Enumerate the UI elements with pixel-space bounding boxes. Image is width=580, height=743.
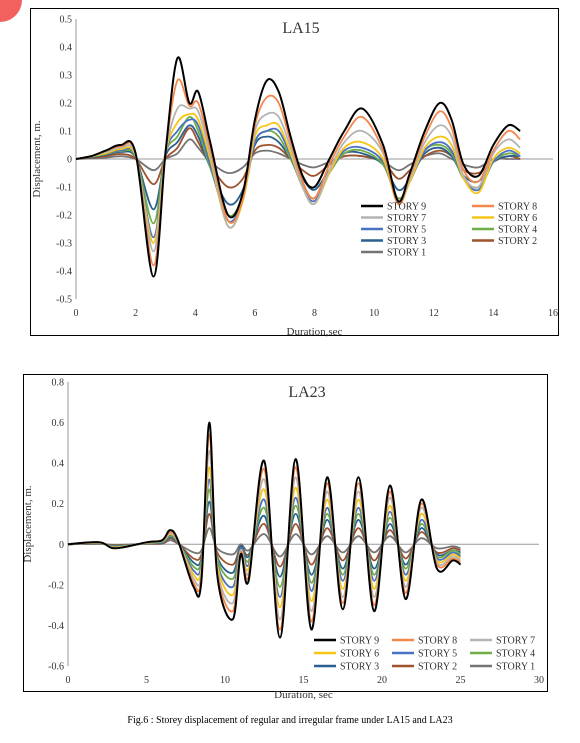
series-line-story-6 (75, 112, 521, 244)
y-tick-label: -0.4 (56, 267, 72, 278)
x-tick-label: 16 (548, 308, 558, 319)
x-tick-label: 12 (429, 308, 439, 319)
series-line-story-5 (67, 478, 462, 598)
y-tick-label: 0.8 (52, 378, 65, 389)
y-tick-label: -0.1 (56, 183, 72, 194)
chart-title: LA15 (282, 20, 319, 37)
legend-label: STORY 6 (498, 213, 537, 224)
legend-label: STORY 1 (496, 662, 535, 673)
legend-entry: STORY 4 (472, 225, 537, 236)
x-tick-label: 10 (369, 308, 379, 319)
legend-label: STORY 9 (387, 202, 426, 213)
x-tick-label: 2 (133, 308, 138, 319)
y-tick-label: 0.1 (60, 127, 73, 138)
series-line-story-4 (75, 116, 521, 225)
legend-entry: STORY 5 (361, 225, 426, 236)
legend-entry: STORY 9 (361, 202, 426, 213)
y-tick-label: 0.4 (52, 459, 65, 470)
y-tick-label: -0.2 (56, 211, 72, 222)
legend-entry: STORY 6 (472, 213, 537, 224)
y-tick-label: -0.5 (56, 295, 72, 306)
legend-label: STORY 3 (340, 662, 379, 673)
x-axis-label: Duration, sec (274, 689, 333, 701)
series-line-story-9 (75, 56, 521, 278)
legend-label: STORY 9 (340, 636, 379, 647)
legend-label: STORY 5 (418, 649, 457, 660)
series-line-story-9 (67, 421, 462, 639)
legend-label: STORY 5 (387, 225, 426, 236)
y-tick-label: 0.3 (60, 71, 73, 82)
x-tick-label: 30 (534, 675, 544, 686)
legend-entry: STORY 1 (470, 662, 535, 673)
x-tick-label: 25 (456, 675, 466, 686)
legend-label: STORY 7 (496, 636, 535, 647)
chart-panel-la15: 0.5 0.4 0.3 0.2 0.1 0 -0.1 -0.2 -0.3 -0.4 -0.5 0 2 4 6… (30, 8, 559, 339)
legend-label: STORY 8 (498, 202, 537, 213)
series-line-story-7 (75, 104, 521, 253)
legend-entry: STORY 1 (361, 248, 426, 259)
x-tick-label: 5 (144, 675, 149, 686)
corner-decoration (0, 0, 22, 22)
legend-entry: STORY 8 (472, 202, 537, 213)
series-line-story-5 (75, 118, 521, 239)
x-tick-label: 10 (220, 675, 230, 686)
chart-la15: 0.50.40.30.20.10-0.1-0.2-0.3-0.4-0.50 2 4 6… (31, 15, 558, 339)
legend-entry: STORY 5 (392, 649, 457, 660)
chart-panel-la23: 0.8 0.6 0.4 0.2 0 -0.2 -0.4 -0.6 0 5 10 15 20 25 30 LA2… (22, 374, 548, 702)
legend-entry: STORY 3 (314, 662, 379, 673)
legend-entry: STORY 4 (470, 649, 535, 660)
y-tick-label: 0.6 (52, 418, 65, 429)
x-tick-label: 15 (299, 675, 309, 686)
y-tick-label: 0.2 (52, 499, 65, 510)
legend-entry: STORY 3 (361, 236, 426, 247)
legend-label: STORY 8 (418, 636, 457, 647)
x-tick-label: 4 (193, 308, 198, 319)
x-tick-label: 20 (377, 675, 387, 686)
x-tick-label: 14 (488, 308, 498, 319)
figure-caption: Fig.6 : Storey displacement of regular a… (127, 715, 453, 726)
y-tick-label: -0.2 (48, 580, 64, 591)
y-tick-label: 0 (67, 155, 72, 166)
series-line-story-7 (67, 450, 462, 621)
legend-entry: STORY 8 (392, 636, 457, 647)
legend-label: STORY 4 (498, 225, 537, 236)
chart-title: LA23 (288, 384, 325, 401)
y-tick-label: -0.4 (48, 621, 64, 632)
legend-entry: STORY 9 (314, 636, 379, 647)
y-tick-label: 0.5 (60, 15, 73, 26)
x-tick-label: 0 (74, 308, 79, 319)
legend-entry: STORY 7 (470, 636, 535, 647)
chart-la23: 0.80.60.40.20-0.2-0.4-0.60 5 10 15 20 25 30LA2… (22, 378, 544, 702)
legend-entry: STORY 2 (392, 662, 457, 673)
series-line-story-8 (75, 78, 521, 267)
x-tick-label: 8 (312, 308, 317, 319)
legend-entry: STORY 7 (361, 213, 426, 224)
x-tick-label: 6 (252, 308, 257, 319)
legend-label: STORY 3 (387, 236, 426, 247)
y-tick-label: -0.6 (48, 662, 64, 673)
y-tick-label: 0.4 (60, 43, 73, 54)
legend-label: STORY 6 (340, 649, 379, 660)
x-tick-label: 0 (66, 675, 71, 686)
legend-label: STORY 4 (496, 649, 535, 660)
legend-label: STORY 7 (387, 213, 426, 224)
y-tick-label: 0 (59, 540, 64, 551)
y-axis-label: Displacement, m. (31, 120, 43, 198)
y-tick-label: -0.3 (56, 239, 72, 250)
legend-label: STORY 2 (498, 236, 537, 247)
y-axis-label: Displacement, m. (22, 485, 34, 563)
y-tick-label: 0.2 (60, 99, 73, 110)
legend-entry: STORY 2 (472, 236, 537, 247)
legend-label: STORY 2 (418, 662, 457, 673)
x-axis-label: Duration,sec (287, 326, 343, 338)
legend-entry: STORY 6 (314, 649, 379, 660)
legend-label: STORY 1 (387, 248, 426, 259)
